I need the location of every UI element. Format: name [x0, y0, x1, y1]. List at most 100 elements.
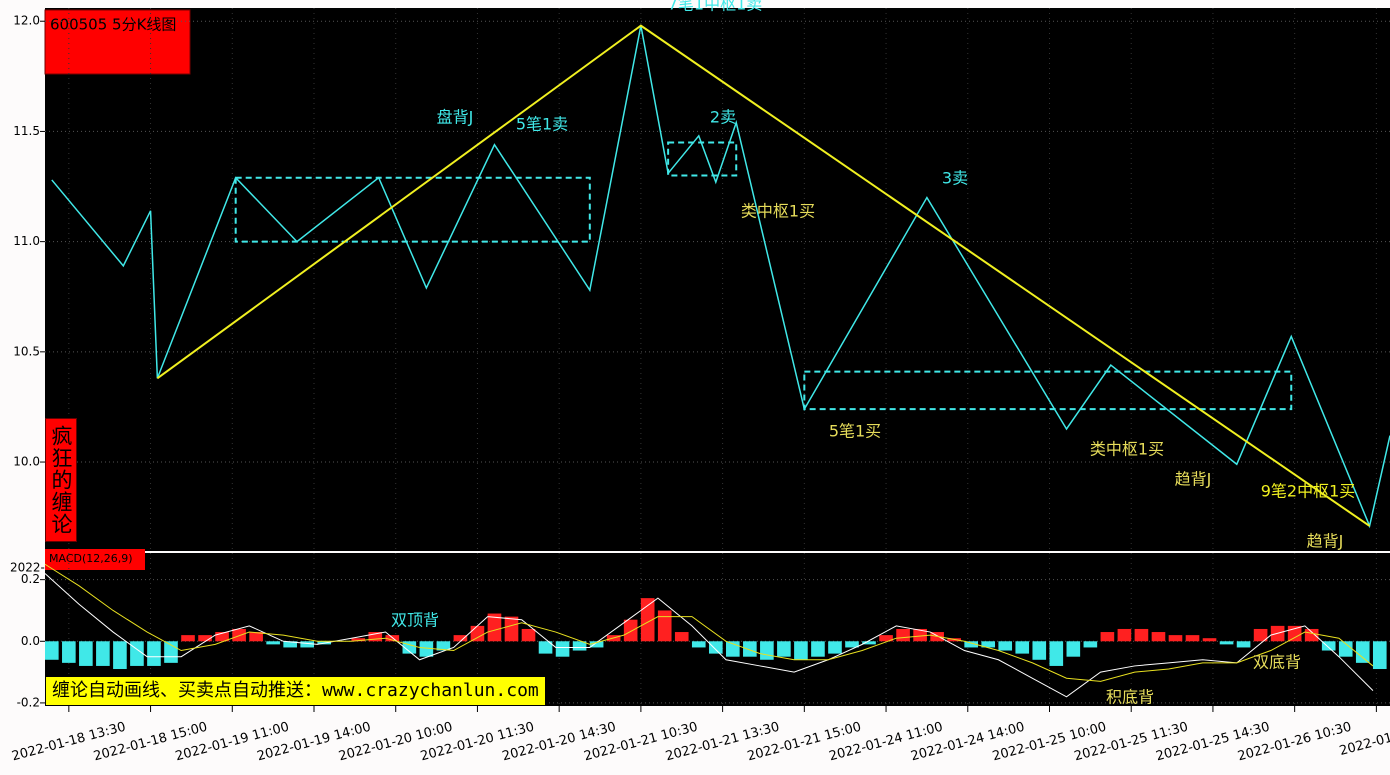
- macd-bar: [1049, 641, 1064, 666]
- macd-bar: [1168, 635, 1183, 642]
- macd-bar: [402, 641, 417, 654]
- annotation: 盘背J: [437, 108, 474, 127]
- macd-bar: [845, 641, 859, 648]
- macd-bar: [232, 628, 246, 642]
- y-tick-label: 11.0: [13, 234, 40, 248]
- macd-bar: [249, 632, 263, 642]
- macd-bar: [896, 628, 910, 642]
- macd-bar: [215, 632, 229, 642]
- banner: 缠论自动画线、买卖点自动推送：www.crazychanlun.com: [45, 676, 546, 706]
- annotation: 类中枢1买: [1090, 440, 1164, 459]
- y-tick-label: 12.0: [13, 14, 40, 28]
- y-tick-label: 10.5: [13, 344, 40, 358]
- annotation: 3卖: [942, 169, 968, 188]
- y-tick-label: 10.0: [13, 455, 40, 469]
- y-tick-label: 0.2: [21, 572, 40, 586]
- macd-bar: [1236, 641, 1251, 648]
- macd-bar: [1253, 628, 1268, 642]
- price-panel: [45, 8, 1390, 551]
- annotation: 类中枢1买: [741, 202, 815, 221]
- annotation: 趋背J: [1175, 470, 1212, 489]
- macd-bar: [743, 641, 757, 657]
- macd-bar: [1100, 632, 1115, 642]
- macd-bar: [777, 641, 791, 657]
- macd-bar: [1151, 632, 1166, 642]
- macd-bar: [760, 641, 774, 660]
- macd-bar: [555, 641, 570, 657]
- macd-bar: [879, 635, 893, 642]
- macd-bar: [300, 641, 314, 648]
- macd-bar: [351, 638, 366, 642]
- macd-bar: [62, 641, 76, 663]
- annotation: 积底背: [1106, 688, 1154, 707]
- macd-bar: [674, 632, 689, 642]
- annotation: 9笔2中枢1买: [1261, 482, 1356, 501]
- macd-bar: [811, 641, 825, 657]
- macd-bar: [623, 619, 638, 642]
- y-tick-label: 0.0: [21, 634, 40, 648]
- macd-bar: [1117, 628, 1132, 642]
- macd-bar: [1355, 641, 1370, 663]
- macd-bar: [436, 641, 451, 651]
- macd-bar: [1185, 635, 1200, 642]
- pivot-box: [803, 370, 1293, 411]
- macd-bar: [419, 641, 434, 657]
- macd-bar: [1032, 641, 1047, 660]
- macd-bar: [521, 628, 536, 642]
- macd-bar: [283, 641, 297, 648]
- macd-bar: [79, 641, 93, 666]
- annotation: 5笔1卖: [516, 115, 568, 134]
- macd-bar: [964, 641, 978, 648]
- annotation: 7笔1中枢1卖: [668, 0, 763, 14]
- macd-bar: [1083, 641, 1098, 648]
- macd-bar: [1338, 641, 1353, 657]
- macd-bar: [368, 632, 383, 642]
- macd-bar: [828, 641, 842, 654]
- line: [156, 24, 1371, 527]
- macd-bar: [96, 641, 110, 666]
- macd-bar: [130, 641, 144, 666]
- macd-bar: [572, 641, 587, 651]
- macd-bar: [708, 641, 723, 654]
- macd-bar: [538, 641, 553, 654]
- macd-bar: [1015, 641, 1030, 654]
- watermark: 疯狂的缠论: [45, 418, 77, 542]
- macd-bar: [1372, 641, 1387, 670]
- macd-bar: [1304, 628, 1319, 642]
- line: [51, 25, 1390, 529]
- macd-bar: [487, 613, 502, 642]
- corner-label: 2022-: [10, 561, 45, 575]
- annotation: 趋背J: [1307, 532, 1344, 551]
- macd-bar: [657, 610, 672, 642]
- macd-bar: [640, 598, 655, 642]
- macd-bar: [198, 635, 212, 642]
- y-tick-label: -0.2: [17, 695, 40, 709]
- macd-title: MACD(12,26,9): [49, 552, 133, 565]
- annotation: 双底背: [1253, 653, 1301, 672]
- pivot-box: [234, 176, 591, 243]
- macd-bar: [998, 641, 1013, 651]
- macd-bar: [1066, 641, 1081, 657]
- macd-bar: [1321, 641, 1336, 651]
- macd-bar: [113, 641, 127, 670]
- macd-label-box: [45, 549, 145, 570]
- macd-bar: [181, 635, 195, 642]
- macd-bar: [147, 641, 161, 666]
- y-tick-label: 11.5: [13, 124, 40, 138]
- macd-bar: [45, 641, 59, 660]
- macd-bar: [981, 641, 996, 648]
- macd-bar: [453, 635, 468, 642]
- macd-bar: [862, 641, 876, 645]
- macd-bar: [1219, 641, 1234, 645]
- macd-bar: [266, 641, 280, 645]
- annotation: 5笔1买: [829, 422, 881, 441]
- pivot-box: [667, 141, 738, 177]
- annotation: 双顶背: [391, 611, 439, 630]
- macd-bar: [470, 625, 485, 642]
- macd-bar: [794, 641, 808, 660]
- annotation: 2卖: [710, 108, 736, 127]
- line: [44, 563, 1374, 682]
- chart-title: 600505 5分K线图: [50, 16, 176, 34]
